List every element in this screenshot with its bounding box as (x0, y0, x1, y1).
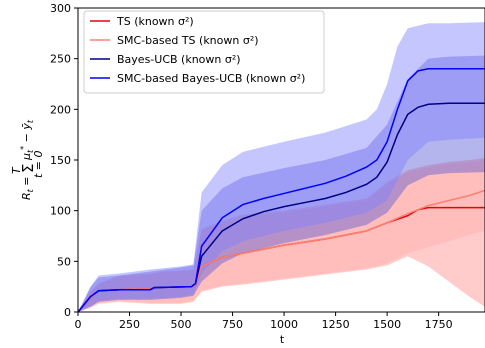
x-tick-label: 500 (171, 318, 192, 331)
y-tick-label: 200 (50, 103, 71, 116)
y-tick-label: 50 (57, 255, 71, 268)
x-tick-label: 1750 (425, 318, 453, 331)
x-tick-label: 0 (75, 318, 82, 331)
series-lines (77, 68, 485, 313)
svg-text:T: T (10, 166, 23, 174)
legend-label: SMC-based TS (known σ²) (117, 34, 259, 47)
y-tick-label: 0 (64, 306, 71, 319)
legend: TS (known σ²) SMC-based TS (known σ²) Baye… (83, 10, 325, 94)
legend-label: SMC-based Bayes-UCB (known σ²) (117, 72, 305, 85)
band-series-3 (78, 55, 485, 312)
x-axis-label: t (280, 333, 285, 346)
y-tick-label: 300 (50, 2, 71, 15)
confidence-bands (78, 22, 485, 312)
line-series-4 (77, 68, 485, 313)
x-tick-label: 1250 (322, 318, 350, 331)
svg-text:t = 0: t = 0 (32, 150, 45, 178)
x-tick-label: 1000 (270, 318, 298, 331)
band-series-1 (78, 157, 485, 312)
x-tick-label: 750 (222, 318, 243, 331)
y-tick-label: 100 (50, 205, 71, 218)
x-tick-label: 1500 (373, 318, 401, 331)
y-axis-label: Rt = Σ μt* − ȳt T t = 0 (10, 119, 45, 200)
x-axis-ticks: 0 250 500 750 1000 1250 1500 1750 (75, 312, 453, 331)
y-axis-ticks: 0 50 100 150 200 250 300 (50, 2, 78, 319)
band-series-4 (78, 22, 485, 312)
x-tick-label: 250 (119, 318, 140, 331)
y-tick-label: 150 (50, 154, 71, 167)
y-tick-label: 250 (50, 53, 71, 66)
legend-label: TS (known σ²) (116, 15, 194, 28)
svg-text:Rt = Σ μt* − ȳt: Rt = Σ μt* − ȳt (19, 119, 37, 200)
band-series-2 (78, 160, 485, 312)
legend-label: Bayes-UCB (known σ²) (117, 53, 241, 66)
legend-box (83, 10, 325, 94)
